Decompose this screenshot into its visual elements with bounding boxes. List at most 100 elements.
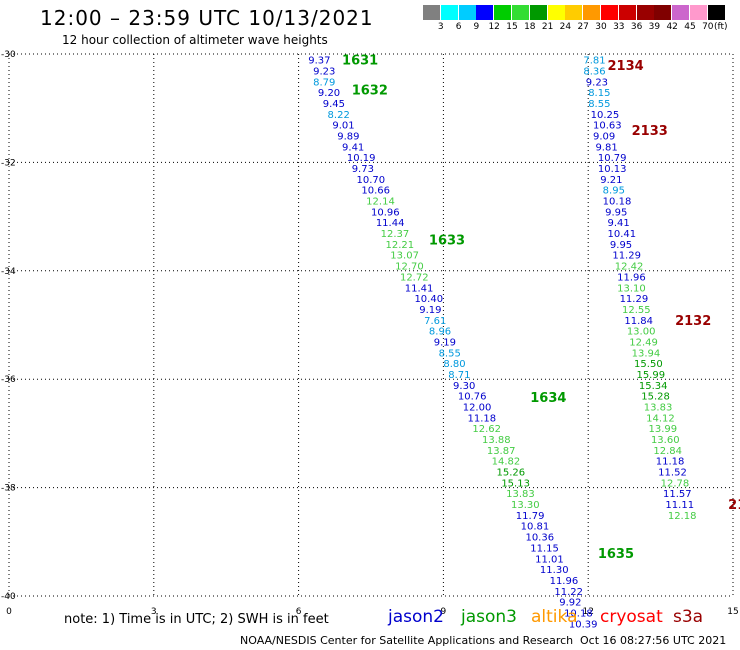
wave-height-value: 12.70 xyxy=(395,262,424,273)
chart-subtitle: 12 hour collection of altimeter wave hei… xyxy=(62,33,328,47)
colorbar-swatch xyxy=(618,5,636,20)
wave-height-value: 13.00 xyxy=(627,327,656,338)
wave-height-value: 13.83 xyxy=(506,489,535,500)
wave-height-value: 9.19 xyxy=(434,337,456,348)
wave-height-value: 12.00 xyxy=(463,403,492,414)
wave-height-value: 11.57 xyxy=(663,489,692,500)
colorbar-label: 9 xyxy=(473,22,480,32)
satellite-legend-cryosat: cryosat xyxy=(600,607,663,627)
wave-height-value: 11.11 xyxy=(665,500,694,511)
wave-height-value: 14.82 xyxy=(492,457,521,468)
y-tick-label: -32 xyxy=(1,158,16,168)
wave-height-value: 8.36 xyxy=(583,66,605,77)
colorbar-label: 15 xyxy=(506,22,518,32)
wave-height-value: 9.81 xyxy=(595,142,617,153)
grid-lines xyxy=(8,53,734,597)
x-tick-label: 9 xyxy=(441,607,447,617)
wave-height-value: 12.21 xyxy=(385,240,414,251)
colorbar-swatch xyxy=(636,5,654,20)
wave-height-value: 10.18 xyxy=(564,608,593,619)
footer-timestamp: Oct 16 08:27:56 UTC 2021 xyxy=(580,634,727,647)
wave-height-value: 11.96 xyxy=(617,272,646,283)
colorbar-swatch xyxy=(583,5,601,20)
wave-height-value: 10.70 xyxy=(357,175,386,186)
colorbar-swatch xyxy=(476,5,494,20)
wave-height-value: 10.25 xyxy=(591,110,620,121)
wave-height-value: 8.55 xyxy=(588,99,610,110)
wave-height-value: 13.07 xyxy=(390,251,419,262)
colorbar-swatch xyxy=(529,5,547,20)
colorbar-swatch xyxy=(672,5,690,20)
wave-height-value: 8.96 xyxy=(429,327,451,338)
wave-height-value: 10.79 xyxy=(598,153,627,164)
colorbar-swatch xyxy=(690,5,707,20)
y-tick-label: -30 xyxy=(1,50,16,60)
colorbar-label: 70 xyxy=(702,22,714,32)
colorbar-swatch xyxy=(547,5,565,20)
colorbar-label: 12 xyxy=(488,22,500,32)
x-tick-label: 6 xyxy=(296,607,302,617)
wave-height-value: 13.99 xyxy=(649,424,678,435)
x-tick-label: 12 xyxy=(582,607,593,617)
wave-height-value: 11.79 xyxy=(516,511,545,522)
wave-height-value: 10.81 xyxy=(521,522,550,533)
wave-height-value: 10.40 xyxy=(414,294,443,305)
colorbar-label: 36 xyxy=(630,22,643,32)
pass-number-label: 1631 xyxy=(342,54,378,69)
wave-height-value: 11.18 xyxy=(656,457,685,468)
wave-height-value: 12.42 xyxy=(615,262,644,273)
wave-height-value: 13.10 xyxy=(617,283,646,294)
wave-height-value: 8.79 xyxy=(313,77,335,88)
satellite-legend-jason3: jason3 xyxy=(461,607,517,627)
wave-height-value: 12.37 xyxy=(381,229,410,240)
wave-height-value: 10.63 xyxy=(593,121,622,132)
colorbar-swatch xyxy=(654,5,672,20)
y-tick-label: -34 xyxy=(1,267,16,277)
x-tick-label: 3 xyxy=(151,607,157,617)
pass-number-label: 2134 xyxy=(608,59,644,74)
wave-height-value: 10.96 xyxy=(371,207,400,218)
wave-height-value: 10.41 xyxy=(608,229,637,240)
wave-height-value: 11.96 xyxy=(550,576,579,587)
wave-height-value: 9.95 xyxy=(610,240,632,251)
wave-height-value: 9.23 xyxy=(313,66,335,77)
wave-height-value: 9.89 xyxy=(337,132,359,143)
wave-height-value: 15.34 xyxy=(639,381,668,392)
wave-height-value: 10.76 xyxy=(458,392,487,403)
wave-height-value: 9.01 xyxy=(332,121,354,132)
wave-height-value: 10.19 xyxy=(347,153,376,164)
wave-height-value: 12.78 xyxy=(661,478,690,489)
wave-height-value: 12.62 xyxy=(472,424,501,435)
wave-height-value: 8.71 xyxy=(448,370,470,381)
wave-height-value: 8.55 xyxy=(439,348,461,359)
wave-height-value: 9.09 xyxy=(593,132,615,143)
wave-height-value: 11.29 xyxy=(620,294,649,305)
wave-height-value: 15.50 xyxy=(634,359,663,370)
wave-height-value: 7.81 xyxy=(583,56,605,67)
wave-height-value: 11.41 xyxy=(405,283,434,294)
wave-height-value: 13.88 xyxy=(482,435,511,446)
wave-height-value: 12.84 xyxy=(653,446,682,457)
wave-height-value: 13.94 xyxy=(632,348,661,359)
wave-height-value: 12.18 xyxy=(668,511,697,522)
colorbar-label: 33 xyxy=(613,22,625,32)
wave-height-value: 13.60 xyxy=(651,435,680,446)
wave-height-value: 14.12 xyxy=(646,413,675,424)
wave-height-value: 11.15 xyxy=(530,543,559,554)
colorbar-label: 42 xyxy=(666,22,678,32)
colorbar-swatch xyxy=(707,5,725,20)
wave-height-value: 9.95 xyxy=(605,207,627,218)
wave-height-value: 8.80 xyxy=(443,359,465,370)
colorbar-swatch xyxy=(423,5,440,20)
pass-number-label: 1633 xyxy=(429,234,465,249)
footer-credit: NOAA/NESDIS Center for Satellite Applica… xyxy=(240,634,574,647)
wave-height-value: 10.39 xyxy=(569,619,598,630)
wave-height-value: 11.84 xyxy=(624,316,653,327)
wave-height-value: 15.26 xyxy=(496,468,525,479)
wave-height-value: 9.19 xyxy=(419,305,441,316)
y-tick-label: -36 xyxy=(1,375,16,385)
wave-height-value: 10.36 xyxy=(525,533,554,544)
wave-height-value: 9.23 xyxy=(586,77,608,88)
wave-height-value: 9.41 xyxy=(342,142,364,153)
